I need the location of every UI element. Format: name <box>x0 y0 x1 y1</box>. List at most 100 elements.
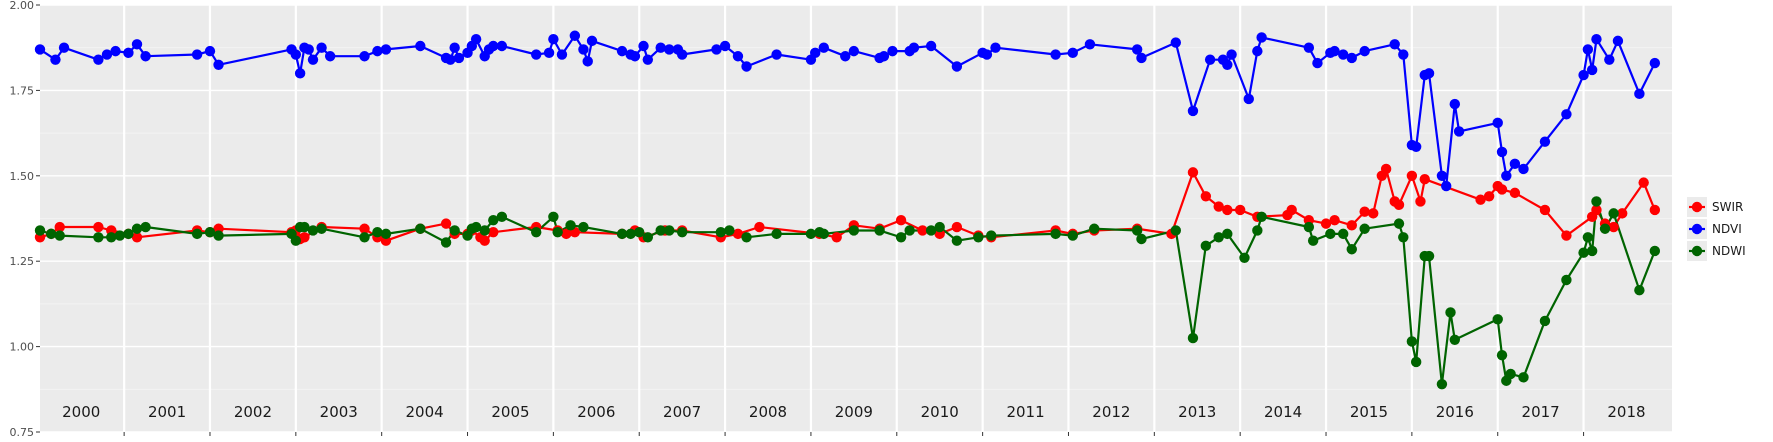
data-point-ndvi <box>1634 88 1645 100</box>
data-point-ndvi <box>840 51 851 62</box>
data-point-ndvi <box>638 40 649 52</box>
data-point-ndvi <box>951 61 963 72</box>
data-point-ndvi <box>449 42 460 53</box>
data-point-ndvi <box>1586 64 1598 76</box>
data-point-swir <box>1475 194 1486 205</box>
data-point-swir <box>359 223 370 234</box>
data-point-ndwi <box>1136 233 1147 245</box>
data-point-ndvi <box>578 44 589 55</box>
data-point-ndvi <box>848 45 860 57</box>
data-point-ndwi <box>818 228 830 240</box>
data-point-ndvi <box>34 44 46 55</box>
data-point-ndvi <box>719 40 731 52</box>
data-point-ndwi <box>1539 315 1551 327</box>
data-point-ndvi <box>569 30 581 41</box>
data-point-ndwi <box>131 223 143 234</box>
data-point-ndvi <box>496 40 508 52</box>
year-dividers <box>123 5 1585 432</box>
data-point-ndwi <box>1423 250 1435 262</box>
data-point-ndwi <box>1436 378 1448 390</box>
year-labels: 2000 2001 2002 2003 2004 2005 2006 2007 2008 2009… <box>62 403 1645 421</box>
data-point-ndwi <box>106 232 117 243</box>
data-point-ndvi <box>470 33 482 45</box>
data-point-ndvi <box>1410 141 1422 152</box>
data-point-ndwi <box>625 228 636 240</box>
data-point-swir <box>1234 204 1246 216</box>
data-point-ndvi <box>1187 105 1199 117</box>
data-point-ndwi <box>1398 232 1409 243</box>
data-point-ndwi <box>1445 307 1456 318</box>
data-point-swir <box>561 228 572 240</box>
year-label-2002: 2002 <box>234 403 272 421</box>
data-point-ndwi <box>415 223 426 234</box>
data-point-ndwi <box>479 225 490 236</box>
year-label-2005: 2005 <box>491 403 529 421</box>
data-point-swir <box>1649 204 1661 216</box>
data-point-swir <box>1329 215 1340 226</box>
data-point-ndvi <box>93 54 104 65</box>
data-point-ndvi <box>1591 33 1602 45</box>
data-point-ndvi <box>1496 146 1508 158</box>
data-point-ndvi <box>1337 49 1349 60</box>
data-point-ndwi <box>578 221 589 233</box>
data-point-ndvi <box>771 49 782 60</box>
x-axis-ticks <box>123 432 1585 436</box>
legend-label-ndvi: NDVI <box>1712 222 1742 236</box>
year-label-2003: 2003 <box>320 403 358 421</box>
legend: SWIR NDVI NDWI <box>1687 197 1746 261</box>
data-point-ndwi <box>1599 223 1611 234</box>
data-point-ndvi <box>1436 170 1448 181</box>
data-point-ndvi <box>664 44 675 55</box>
data-point-ndvi <box>1136 52 1147 64</box>
data-point-ndwi <box>616 228 628 240</box>
data-point-ndwi <box>925 225 937 236</box>
legend-label-swir: SWIR <box>1712 200 1743 214</box>
data-point-ndvi <box>1398 49 1409 60</box>
data-point-ndvi <box>1243 93 1254 105</box>
data-point-ndwi <box>1325 228 1336 240</box>
data-point-ndwi <box>1050 228 1061 240</box>
data-point-ndvi <box>290 49 302 60</box>
data-point-ndvi <box>616 45 628 57</box>
y-axis: 0.75 1.00 1.25 1.50 1.75 2.00 <box>10 0 40 439</box>
year-label-2011: 2011 <box>1006 403 1044 421</box>
data-point-swir <box>1213 201 1224 212</box>
data-point-swir <box>1359 206 1370 217</box>
year-label-2016: 2016 <box>1436 403 1474 421</box>
data-point-swir <box>1419 174 1430 185</box>
year-label-2013: 2013 <box>1178 403 1216 421</box>
data-point-ndvi <box>1389 39 1400 50</box>
data-point-ndwi <box>1449 334 1461 345</box>
data-point-ndvi <box>1226 49 1237 60</box>
year-label-2000: 2000 <box>62 403 100 421</box>
data-point-ndvi <box>204 45 216 57</box>
data-point-ndvi <box>1509 158 1521 170</box>
data-point-ndwi <box>1496 349 1508 361</box>
data-point-ndvi <box>1312 57 1323 69</box>
data-point-ndvi <box>213 59 224 70</box>
year-label-2006: 2006 <box>577 403 615 421</box>
data-point-ndwi <box>114 230 126 241</box>
data-point-ndvi <box>140 51 151 62</box>
data-point-ndwi <box>45 228 57 240</box>
data-point-ndwi <box>1200 240 1212 252</box>
data-point-ndwi <box>1591 196 1602 207</box>
data-point-swir <box>1286 204 1297 216</box>
data-point-swir <box>1393 199 1405 211</box>
data-point-ndwi <box>1337 228 1349 240</box>
data-point-ndwi <box>973 232 984 243</box>
data-point-ndwi <box>1393 218 1405 229</box>
data-point-ndwi <box>951 235 963 246</box>
data-point-ndvi <box>543 47 555 59</box>
data-point-ndwi <box>380 228 392 240</box>
data-point-swir <box>131 232 143 243</box>
year-label-2015: 2015 <box>1350 403 1388 421</box>
data-point-ndwi <box>1518 372 1529 383</box>
data-point-ndwi <box>1067 230 1078 241</box>
data-point-ndwi <box>496 211 508 222</box>
data-point-ndvi <box>582 56 593 67</box>
data-point-ndwi <box>934 221 945 233</box>
data-point-swir <box>1608 221 1619 233</box>
data-point-swir <box>1638 177 1649 188</box>
data-point-swir <box>732 228 744 240</box>
